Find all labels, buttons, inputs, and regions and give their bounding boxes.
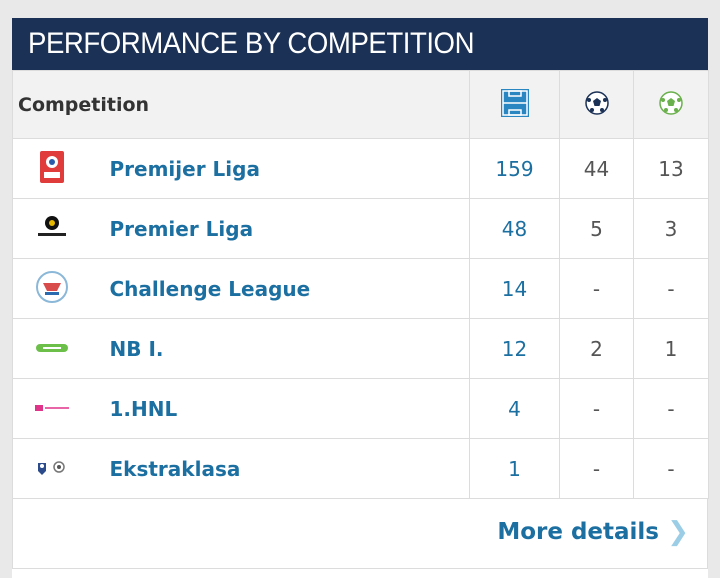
ball-icon xyxy=(584,90,609,115)
competition-logo-cell xyxy=(12,438,92,499)
nb-i-logo-icon xyxy=(36,344,69,352)
appearances-column-header xyxy=(469,70,560,139)
assists-value: - xyxy=(633,258,709,319)
competition-link[interactable]: Premier Liga xyxy=(91,198,470,259)
goals-value: - xyxy=(559,438,634,499)
pitch-icon xyxy=(500,88,529,117)
competition-column-header: Competition xyxy=(12,70,470,139)
competition-logo-cell xyxy=(12,258,92,319)
table-row: Ekstraklasa 1 - - xyxy=(12,438,709,499)
appearances-value[interactable]: 4 xyxy=(469,378,560,439)
table-row: 1.HNL 4 - - xyxy=(12,378,709,439)
competition-link[interactable]: Premijer Liga xyxy=(91,138,470,199)
assists-value: 3 xyxy=(633,198,709,259)
table-row: NB I. 12 2 1 xyxy=(12,318,709,379)
performance-card: PERFORMANCE BY COMPETITION Competition xyxy=(12,18,709,578)
chevron-right-icon[interactable]: ❯ xyxy=(667,517,689,547)
goals-value: 2 xyxy=(559,318,634,379)
assists-column-header xyxy=(633,70,709,139)
goals-value: 5 xyxy=(559,198,634,259)
goals-column-header xyxy=(559,70,634,139)
card-header: PERFORMANCE BY COMPETITION xyxy=(12,18,708,70)
assists-value: 1 xyxy=(633,318,709,379)
competition-link[interactable]: Challenge League xyxy=(91,258,470,319)
competition-table: Competition xyxy=(12,70,709,499)
competition-logo-cell xyxy=(12,138,92,199)
card-footer: More details ❯ xyxy=(12,499,708,569)
card-title: PERFORMANCE BY COMPETITION xyxy=(28,27,475,60)
appearances-value[interactable]: 1 xyxy=(469,438,560,499)
assist-ball-icon xyxy=(659,90,683,115)
competition-link[interactable]: 1.HNL xyxy=(91,378,470,439)
ekstraklasa-logo-icon xyxy=(38,460,65,475)
goals-value: 44 xyxy=(559,138,634,199)
appearances-value[interactable]: 159 xyxy=(469,138,560,199)
appearances-value[interactable]: 14 xyxy=(469,258,560,319)
table-row: Challenge League 14 - - xyxy=(12,258,709,319)
competition-link[interactable]: Ekstraklasa xyxy=(91,438,470,499)
goals-value: - xyxy=(559,378,634,439)
appearances-value[interactable]: 48 xyxy=(469,198,560,259)
premijer-liga-logo-icon xyxy=(40,150,65,183)
challenge-league-logo-icon xyxy=(36,270,69,303)
competition-logo-cell xyxy=(12,318,92,379)
goals-value: - xyxy=(559,258,634,319)
assists-value: 13 xyxy=(633,138,709,199)
competition-link[interactable]: NB I. xyxy=(91,318,470,379)
assists-value: - xyxy=(633,378,709,439)
assists-value: - xyxy=(633,438,709,499)
table-header-row: Competition xyxy=(12,70,709,139)
competition-logo-cell xyxy=(12,378,92,439)
hnl-logo-icon xyxy=(35,405,70,411)
more-details-link[interactable]: More details xyxy=(497,519,659,545)
appearances-value[interactable]: 12 xyxy=(469,318,560,379)
competition-logo-cell xyxy=(12,198,92,259)
table-row: Premijer Liga 159 44 13 xyxy=(12,138,709,199)
premier-liga-logo-icon xyxy=(38,215,67,236)
table-row: Premier Liga 48 5 3 xyxy=(12,198,709,259)
